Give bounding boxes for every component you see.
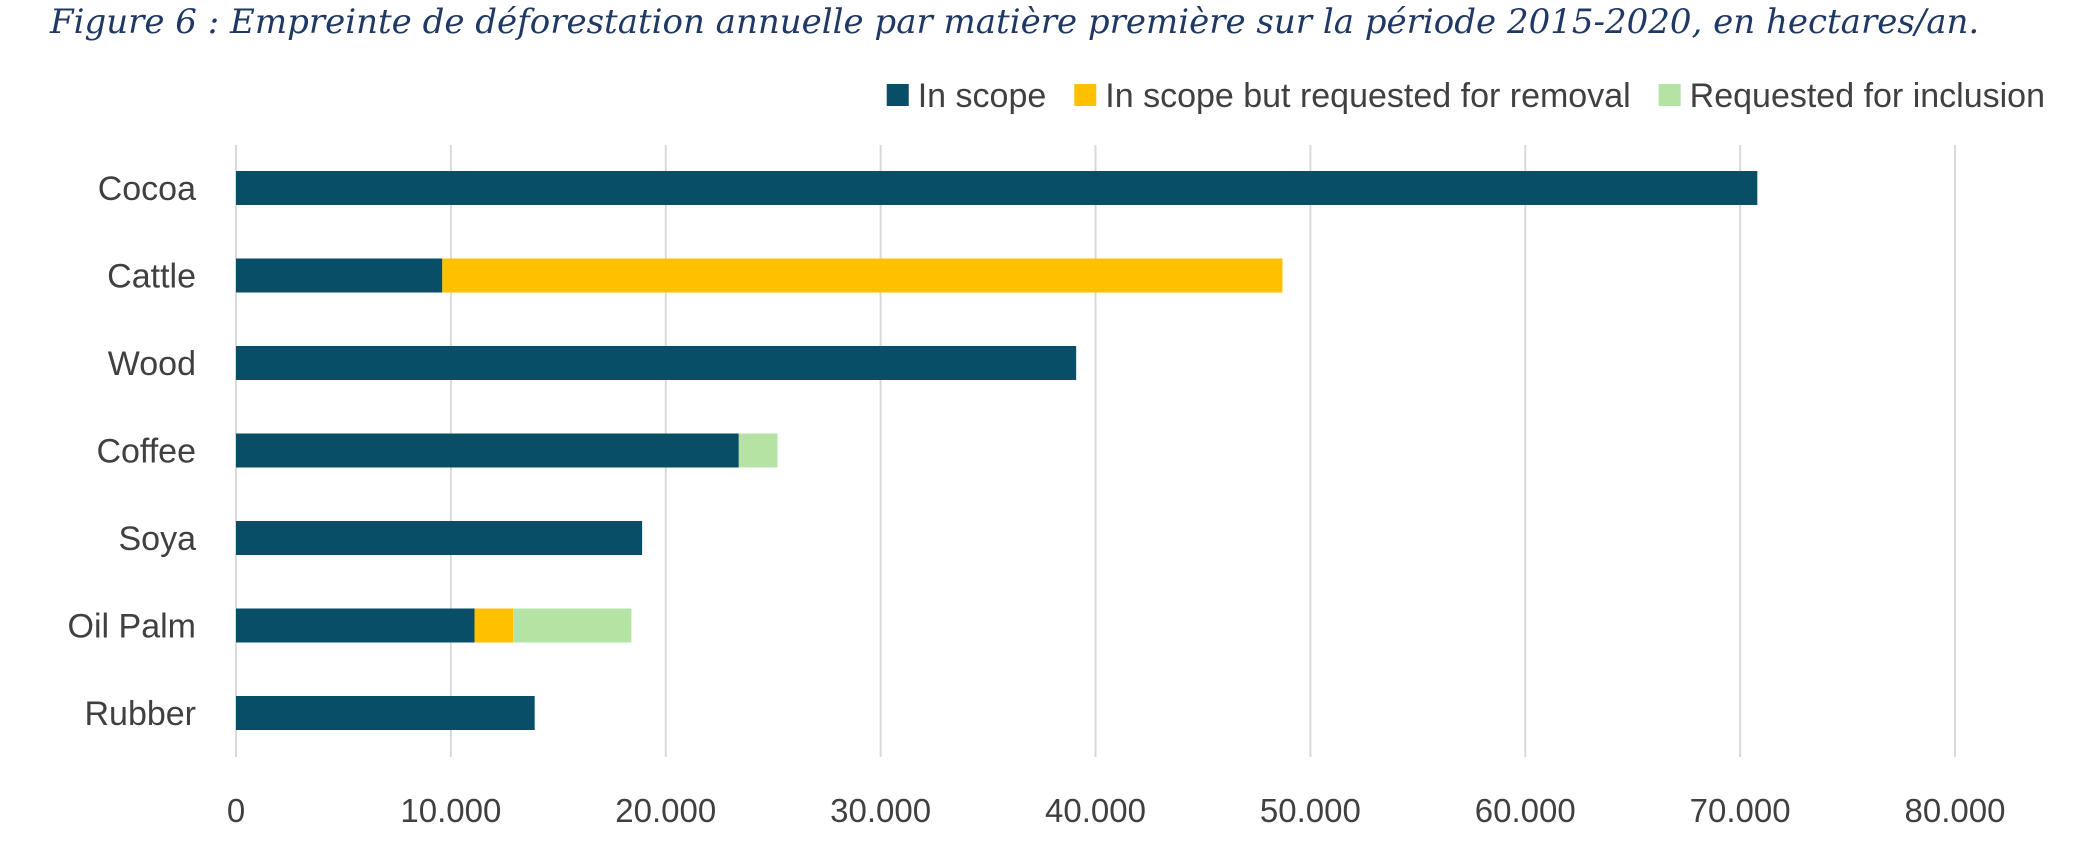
x-tick-label: 30.000 (830, 792, 931, 829)
x-tick-label: 60.000 (1475, 792, 1576, 829)
bars (236, 171, 1758, 730)
x-tick-label: 80.000 (1905, 792, 2006, 829)
category-label-cocoa: Cocoa (98, 170, 196, 208)
category-label-oil-palm: Oil Palm (68, 608, 196, 646)
legend-swatch-in-scope (886, 84, 909, 106)
x-tick-label: 20.000 (615, 792, 716, 829)
legend-label-requested-for-inclusion: Requested for inclusion (1690, 77, 2045, 115)
legend-label-in-scope-but-requested-for-removal: In scope but requested for removal (1105, 77, 1630, 115)
x-tick-labels: 0 10.000 20.000 30.000 40.000 50.000 60.000 70.… (227, 792, 2006, 829)
legend-label-in-scope: In scope (918, 77, 1047, 115)
legend: In scope In scope but requested for remov… (886, 77, 2045, 115)
x-tick-label: 40.000 (1045, 792, 1146, 829)
category-label-wood: Wood (108, 345, 196, 383)
bar-cocoa-in-scope (236, 171, 1758, 205)
legend-swatch-requested-for-inclusion (1658, 84, 1681, 106)
bar-oil-palm-in-scope-but-requested-for-removal (474, 608, 514, 643)
bar-wood-in-scope (236, 346, 1077, 380)
category-label-rubber: Rubber (84, 695, 196, 733)
bar-oil-palm-in-scope (236, 608, 475, 643)
figure-caption: Figure 6 : Empreinte de déforestation an… (50, 2, 1980, 42)
x-tick-label: 0 (227, 792, 245, 829)
bar-oil-palm-requested-for-inclusion (513, 608, 632, 643)
x-tick-label: 10.000 (400, 792, 501, 829)
legend-swatch-in-scope-but-requested-for-removal (1074, 84, 1097, 106)
x-tick-label: 50.000 (1260, 792, 1361, 829)
x-tick-label: 70.000 (1690, 792, 1791, 829)
category-label-coffee: Coffee (96, 433, 196, 471)
bar-soya-in-scope (236, 521, 643, 555)
bar-rubber-in-scope (236, 696, 535, 730)
bar-coffee-in-scope (236, 433, 739, 468)
category-labels: Cocoa Cattle Wood Coffee Soya Oil Palm Rubber (68, 170, 197, 733)
category-label-cattle: Cattle (107, 258, 196, 296)
bar-cattle-in-scope-but-requested-for-removal (442, 258, 1283, 293)
bar-coffee-requested-for-inclusion (738, 433, 778, 468)
bar-cattle-in-scope (236, 258, 443, 293)
category-label-soya: Soya (119, 520, 197, 558)
